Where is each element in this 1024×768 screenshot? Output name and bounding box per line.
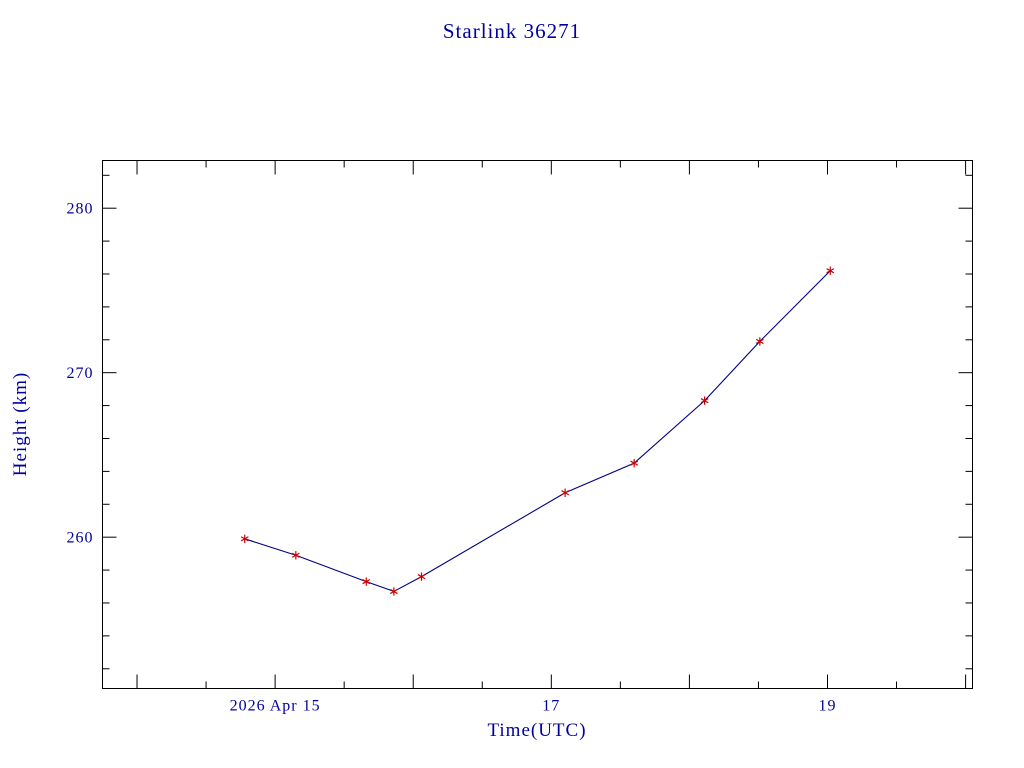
y-tick-label: 280	[67, 201, 94, 218]
data-point-marker	[417, 572, 426, 581]
data-point-marker	[630, 458, 639, 468]
tick-labels: 2026 Apr 15 17 19 260 270 280	[67, 201, 837, 715]
data-point-marker	[826, 266, 835, 275]
data-point-marker	[755, 337, 764, 346]
x-axis-label: Time(UTC)	[487, 720, 587, 741]
y-tick-label: 260	[67, 530, 94, 547]
data-point-marker	[240, 534, 249, 544]
data-point-markers	[240, 266, 835, 596]
axis-ticks	[102, 160, 973, 689]
y-tick-label: 270	[67, 365, 94, 382]
plot-frame	[102, 160, 973, 689]
x-tick-label: 2026 Apr 15	[230, 698, 321, 715]
x-tick-label: 19	[819, 698, 837, 715]
data-point-marker	[700, 396, 709, 405]
series-line	[244, 270, 831, 593]
data-point-marker	[291, 551, 300, 560]
x-tick-label: 17	[542, 698, 560, 715]
chart-title: Starlink 36271	[442, 19, 582, 43]
data-point-marker	[362, 577, 371, 586]
data-point-marker	[561, 488, 570, 497]
data-point-marker	[389, 587, 398, 596]
